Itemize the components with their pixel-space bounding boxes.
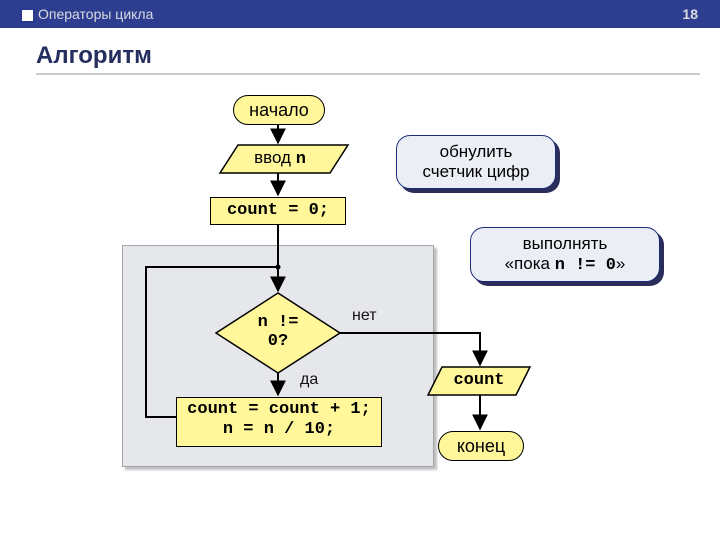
no-label: нет — [352, 307, 377, 325]
callout-reset-counter: обнулить счетчик цифр — [396, 135, 556, 189]
slide-header: Операторы цикла 18 — [0, 0, 720, 28]
yes-label: да — [300, 371, 318, 389]
callout-while-condition: выполнять «пока n != 0» — [470, 227, 660, 282]
page-number: 18 — [682, 6, 698, 22]
end-node: конец — [438, 431, 524, 461]
start-label: начало — [249, 100, 309, 120]
header-bullet-icon — [20, 8, 35, 23]
page-title: Алгоритм — [36, 42, 720, 70]
breadcrumb: Операторы цикла — [38, 6, 682, 22]
input-label: ввод n — [225, 148, 335, 169]
start-node: начало — [233, 95, 325, 125]
init-code: count = 0; — [227, 201, 329, 220]
condition-label: n != 0? — [232, 313, 324, 351]
body-line2: n = n / 10; — [223, 420, 335, 439]
end-label: конец — [457, 436, 505, 456]
body-line1: count = count + 1; — [187, 400, 371, 419]
loop-body-node: count = count + 1; n = n / 10; — [176, 397, 382, 447]
init-node: count = 0; — [210, 197, 346, 225]
diagram-stage: начало ввод n count = 0; n != 0? count =… — [0, 75, 720, 540]
output-label: count — [432, 371, 526, 390]
